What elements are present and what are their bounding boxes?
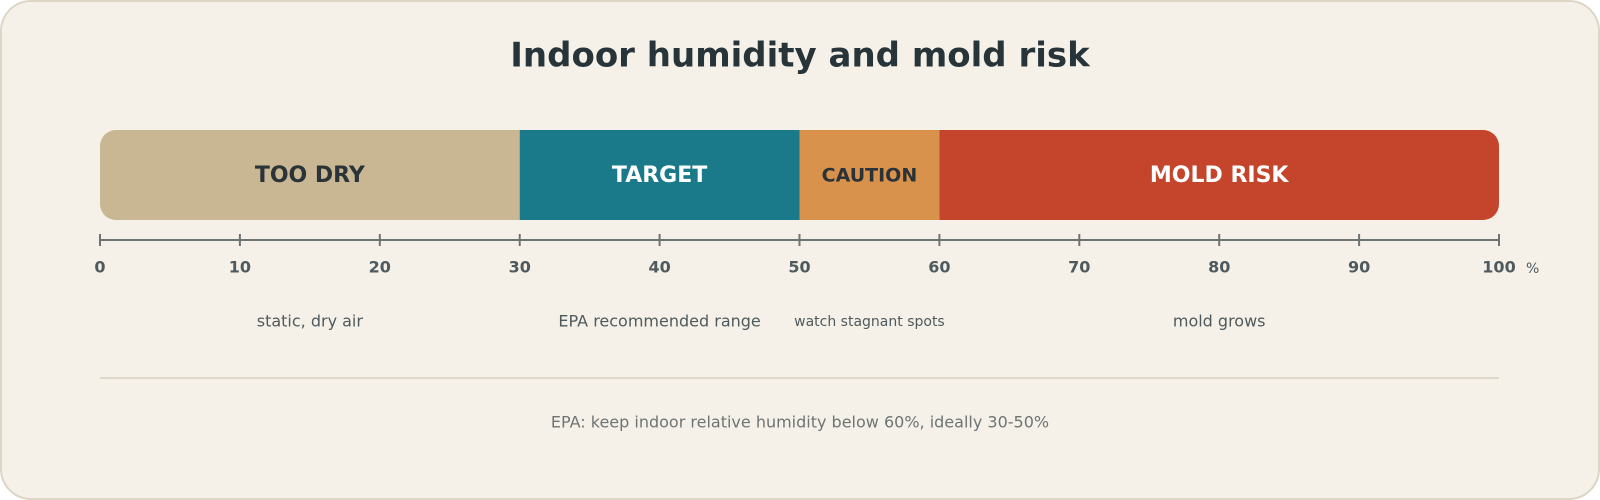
segment-label: MOLD RISK xyxy=(1150,163,1290,188)
x-tick-label: 90 xyxy=(1348,258,1370,277)
segment xyxy=(519,130,800,220)
segment xyxy=(799,130,940,220)
segment-note: static, dry air xyxy=(257,312,364,331)
chart-title: Indoor humidity and mold risk xyxy=(510,36,1091,76)
axis-unit: % xyxy=(1526,261,1539,277)
bar-group xyxy=(100,130,1499,220)
segment-note: EPA recommended range xyxy=(558,312,760,331)
x-tick-label: 80 xyxy=(1208,258,1230,277)
segment-note: mold grows xyxy=(1173,312,1266,331)
x-tick-label: 60 xyxy=(928,258,950,277)
x-tick-label: 20 xyxy=(369,258,391,277)
segment xyxy=(100,130,520,220)
segment-label: TOO DRY xyxy=(255,163,366,188)
segment xyxy=(939,130,1499,220)
x-tick-label: 70 xyxy=(1068,258,1090,277)
x-tick-label: 30 xyxy=(509,258,531,277)
segment-label: CAUTION xyxy=(822,165,918,187)
x-tick-label: 100 xyxy=(1482,258,1515,277)
footnote: EPA: keep indoor relative humidity below… xyxy=(551,413,1049,432)
x-tick-label: 10 xyxy=(229,258,251,277)
x-tick-label: 50 xyxy=(788,258,810,277)
segment-label: TARGET xyxy=(612,163,707,188)
x-tick-label: 40 xyxy=(648,258,670,277)
segment-note: watch stagnant spots xyxy=(794,314,945,330)
x-tick-label: 0 xyxy=(94,258,105,277)
